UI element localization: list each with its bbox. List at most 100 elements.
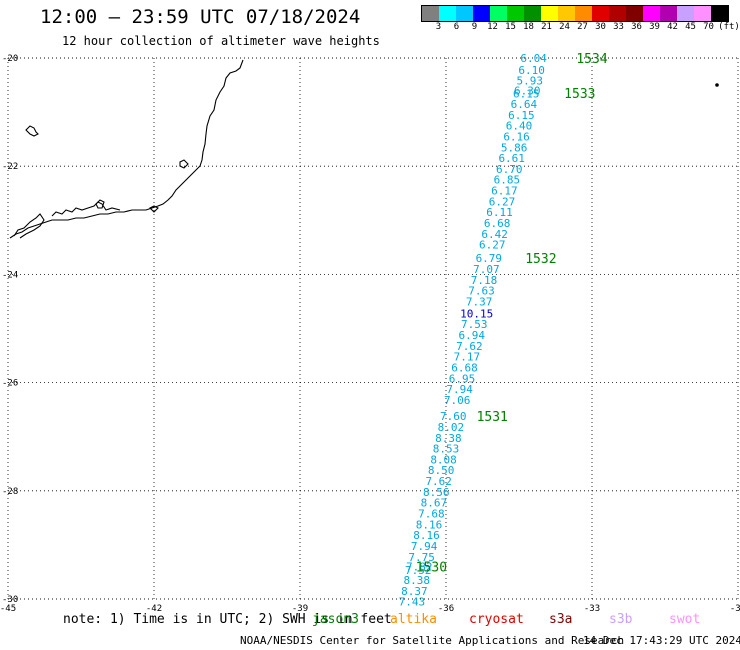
wave-height-value: 7.62 <box>456 340 483 353</box>
orbit-number-label: 1533 <box>564 87 595 102</box>
wave-height-value: 7.94 <box>411 540 438 553</box>
coastline-bay <box>51 201 121 217</box>
colorbar-label: (ft) <box>718 22 740 32</box>
wave-height-value: 7.94 <box>446 383 473 396</box>
colorbar-legend <box>421 5 729 22</box>
wave-height-value: 7.63 <box>468 285 495 298</box>
coastline-mainland <box>9 59 244 239</box>
wave-height-value: 7.43 <box>399 596 426 609</box>
orbit-number-label: 1534 <box>576 52 607 67</box>
colorbar-labels: 3 6 9 12 15 18 21 24 27 30 33 36 39 42 45 70 (ft) <box>421 22 740 34</box>
footer-credit: NOAA/NESDIS Center for Satellite Applica… <box>240 634 625 647</box>
wave-height-value: 7.18 <box>471 274 498 287</box>
wave-height-value: 10.15 <box>460 307 493 320</box>
wave-height-value: 8.67 <box>421 497 448 510</box>
wave-height-value: 6.94 <box>459 329 486 342</box>
page-subtitle: 12 hour collection of altimeter wave hei… <box>62 34 380 48</box>
wave-height-value: 6.68 <box>451 361 478 374</box>
colorbar-swatch <box>507 6 524 21</box>
wave-height-value: 6.85 <box>494 174 521 187</box>
wave-height-value: 6.40 <box>506 120 533 133</box>
wave-height-value: 6.04 <box>520 52 547 65</box>
wave-height-value: 7.06 <box>444 394 471 407</box>
orbit-number-label: 1530 <box>416 561 447 576</box>
lon-tick-label: -30 <box>730 604 740 614</box>
colorbar-label: 6 <box>453 22 460 32</box>
wave-height-value: 7.82 <box>406 561 433 574</box>
wave-height-value: 6.11 <box>486 206 513 219</box>
wave-height-value: 6.27 <box>489 195 516 208</box>
wave-height-value: 8.08 <box>430 453 457 466</box>
colorbar-label: 36 <box>631 22 642 32</box>
wave-height-value: 8.16 <box>416 518 443 531</box>
colorbar-label: 12 <box>487 22 498 32</box>
colorbar-swatch <box>677 6 694 21</box>
colorbar-label: 70 <box>703 22 714 32</box>
wave-height-value: 8.53 <box>433 443 460 456</box>
colorbar-swatch <box>592 6 609 21</box>
colorbar-swatch <box>643 6 660 21</box>
colorbar-swatch <box>422 6 439 21</box>
wave-height-value: 7.68 <box>418 508 445 521</box>
orbit-labels: 1534 1533 1532 1531 1530 <box>416 52 608 576</box>
island-bay-2 <box>149 205 159 213</box>
wave-height-value: 6.30 <box>514 84 541 97</box>
wave-height-value: 6.15 <box>513 88 540 101</box>
colorbar-swatch <box>558 6 575 21</box>
colorbar-swatch <box>711 6 728 21</box>
wave-height-value: 6.42 <box>481 228 508 241</box>
lat-tick-label: -22 <box>2 162 18 172</box>
wave-height-value: 8.38 <box>404 574 431 587</box>
colorbar-swatch <box>439 6 456 21</box>
lat-tick-label: -28 <box>2 487 18 497</box>
colorbar-swatch <box>524 6 541 21</box>
island-mid <box>179 159 189 169</box>
satellite-label-jason3: jason3 <box>312 612 359 627</box>
wave-height-value: 5.93 <box>516 75 543 88</box>
colorbar-label: 27 <box>577 22 588 32</box>
wave-height-value: 6.16 <box>503 130 530 143</box>
wave-height-value: 7.60 <box>440 410 467 423</box>
coastline-inlet <box>13 213 45 239</box>
wave-height-value: 8.16 <box>413 529 440 542</box>
wave-height-value: 7.07 <box>473 263 500 276</box>
colorbar-label: 24 <box>559 22 570 32</box>
lon-tick-label: -36 <box>438 604 454 614</box>
wave-height-value: 6.68 <box>484 217 511 230</box>
wave-height-value: 7.37 <box>466 295 493 308</box>
wave-height-value: 7.53 <box>461 318 488 331</box>
wave-height-value: 6.15 <box>508 109 535 122</box>
wave-height-value: 7.62 <box>425 475 452 488</box>
colorbar-swatch <box>575 6 592 21</box>
colorbar-swatch <box>473 6 490 21</box>
lon-tick-label: -45 <box>0 604 16 614</box>
wave-height-value: 6.95 <box>449 372 476 385</box>
lon-tick-label: -39 <box>292 604 308 614</box>
island-north <box>25 125 39 137</box>
wave-height-value: 6.27 <box>479 239 506 252</box>
wave-height-value: 5.86 <box>501 141 528 154</box>
wave-height-value: 8.02 <box>438 421 465 434</box>
colorbar-label: 33 <box>613 22 624 32</box>
satellite-label-s3b: s3b <box>609 612 633 627</box>
wave-height-value: 7.75 <box>408 551 435 564</box>
wave-track: 6.046.105.936.306.156.646.156.406.165.86… <box>399 52 548 609</box>
satellite-label-s3a: s3a <box>549 612 573 627</box>
colorbar-label: 18 <box>523 22 534 32</box>
colorbar-label: 3 <box>435 22 442 32</box>
colorbar-swatch <box>541 6 558 21</box>
lat-tick-label: -30 <box>2 595 18 605</box>
wave-height-value: 8.37 <box>401 585 428 598</box>
satellite-label-swot: swot <box>669 612 701 627</box>
orbit-number-label: 1531 <box>477 410 508 425</box>
wave-height-value: 6.64 <box>511 98 538 111</box>
lat-tick-label: -20 <box>2 54 18 64</box>
colorbar-label: 42 <box>667 22 678 32</box>
colorbar-label: 9 <box>471 22 478 32</box>
lon-tick-label: -42 <box>146 604 162 614</box>
wave-height-value: 7.17 <box>454 351 481 364</box>
island-bay <box>95 199 105 209</box>
lat-tick-label: -26 <box>2 379 18 389</box>
wave-height-value: 6.79 <box>476 252 503 265</box>
